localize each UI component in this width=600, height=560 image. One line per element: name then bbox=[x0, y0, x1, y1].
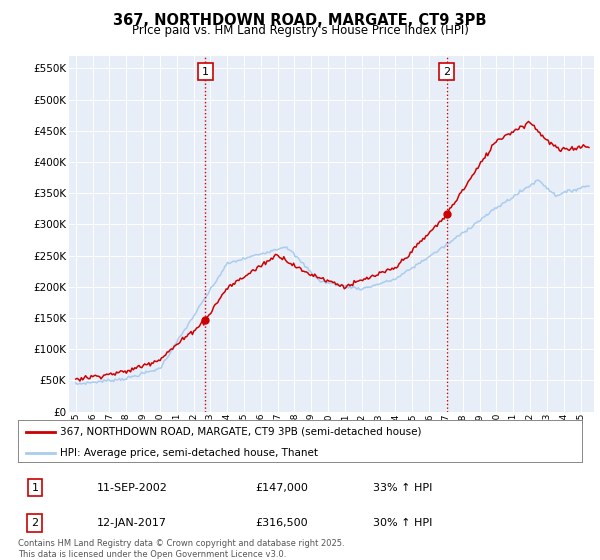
Text: Price paid vs. HM Land Registry's House Price Index (HPI): Price paid vs. HM Land Registry's House … bbox=[131, 24, 469, 37]
Text: 1: 1 bbox=[202, 67, 209, 77]
Text: £147,000: £147,000 bbox=[255, 483, 308, 492]
Text: 30% ↑ HPI: 30% ↑ HPI bbox=[373, 518, 433, 528]
Text: 2: 2 bbox=[31, 518, 38, 528]
Text: 367, NORTHDOWN ROAD, MARGATE, CT9 3PB: 367, NORTHDOWN ROAD, MARGATE, CT9 3PB bbox=[113, 13, 487, 28]
Text: HPI: Average price, semi-detached house, Thanet: HPI: Average price, semi-detached house,… bbox=[60, 448, 319, 458]
Text: 1: 1 bbox=[31, 483, 38, 492]
Text: 12-JAN-2017: 12-JAN-2017 bbox=[97, 518, 167, 528]
Text: 367, NORTHDOWN ROAD, MARGATE, CT9 3PB (semi-detached house): 367, NORTHDOWN ROAD, MARGATE, CT9 3PB (s… bbox=[60, 427, 422, 437]
Text: £316,500: £316,500 bbox=[255, 518, 308, 528]
Text: 11-SEP-2002: 11-SEP-2002 bbox=[97, 483, 168, 492]
Text: Contains HM Land Registry data © Crown copyright and database right 2025.
This d: Contains HM Land Registry data © Crown c… bbox=[18, 539, 344, 559]
Text: 33% ↑ HPI: 33% ↑ HPI bbox=[373, 483, 433, 492]
Text: 2: 2 bbox=[443, 67, 450, 77]
